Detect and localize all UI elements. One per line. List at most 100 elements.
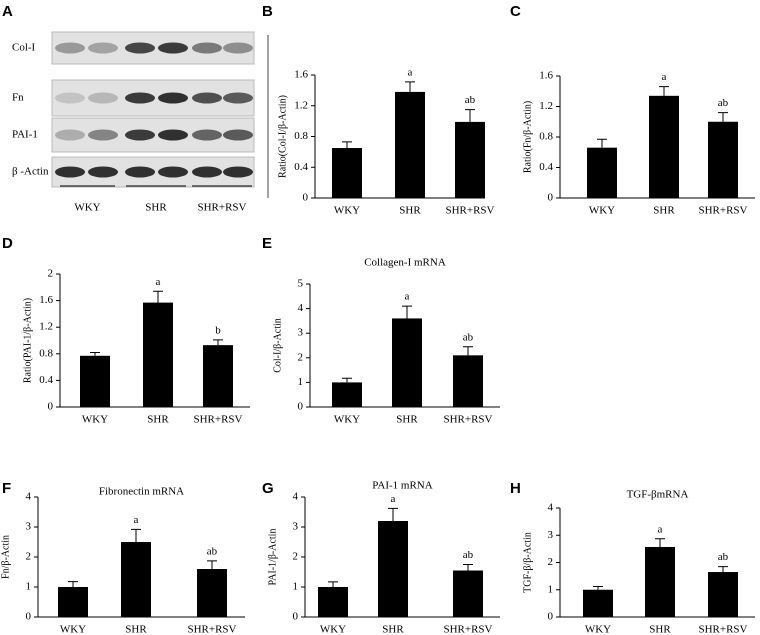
blot-band [158,42,188,54]
y-tick-label: 2 [26,551,32,563]
y-tick-label: 5 [298,278,304,290]
y-tick-label: 4 [26,491,32,503]
error-bar [718,566,728,573]
blot-band [88,42,118,54]
bar [708,121,738,198]
blot-band [192,166,222,178]
blot-band [192,42,222,54]
significance-label: a [405,291,410,303]
blot-band [88,166,118,178]
y-tick-label: 1.2 [294,99,308,111]
blot-band [125,166,155,178]
y-tick-label: 1.6 [39,294,53,306]
x-tick-label: WKY [82,414,108,426]
x-tick-label: SHR+RSV [443,624,492,635]
blot-band [223,92,253,104]
y-tick-label: 0.4 [39,374,53,386]
blot-band [158,166,188,178]
blot-band [55,129,85,141]
chart-title: Collagen-I mRNA [364,257,446,269]
bar [583,589,613,617]
x-tick-label: WKY [589,205,615,217]
bar [378,521,408,617]
significance-label: a [391,493,396,505]
panel-label: E [262,235,272,252]
blot-band [223,42,253,54]
x-tick-label: WKY [320,624,346,635]
blot-band [125,92,155,104]
chart-title: TGF-βmRNA [627,489,689,501]
y-tick-label: 1.2 [39,321,53,333]
x-tick-label: SHR [399,205,421,217]
bar [392,318,422,407]
y-tick-label: 1 [298,376,304,388]
y-axis-label: TGF-β/β-Actin [522,532,533,593]
panel-label: G [262,480,274,497]
x-tick-label: SHR [396,414,418,426]
y-tick-label: 4 [548,502,554,514]
panel-label: A [2,3,13,20]
significance-label: ab [718,551,729,563]
y-tick-label: 2 [48,268,54,280]
y-tick-label: 1.6 [294,69,308,81]
y-tick-label: 0 [548,611,554,623]
y-tick-label: 0 [26,611,32,623]
blot-band [223,166,253,178]
bar [453,355,483,407]
y-tick-label: 3 [26,521,32,533]
blot-band [125,42,155,54]
significance-label: b [215,324,221,336]
significance-label: ab [465,94,476,106]
y-axis-label: Fn/β-Actin [0,535,11,579]
y-axis-label: Col-I/β-Actin [272,318,283,373]
blot-band [88,129,118,141]
significance-label: ab [718,97,729,109]
chart-title: PAI-1 mRNA [372,480,432,492]
error-bar [718,112,728,122]
group-label: SHR [145,202,167,214]
x-tick-label: WKY [334,414,360,426]
bar [318,587,348,617]
error-bar [463,564,473,571]
x-tick-label: SHR+RSV [445,205,494,217]
y-tick-label: 1.6 [539,70,553,82]
significance-label: a [658,523,663,535]
significance-label: a [662,71,667,83]
y-tick-label: 1.2 [539,100,553,112]
y-tick-label: 0 [293,611,299,623]
error-bar [655,538,665,547]
error-bar [659,86,669,96]
blot-row-label: Fn [12,92,24,104]
error-bar [131,528,141,542]
x-tick-label: SHR [147,414,169,426]
error-bar [328,581,338,587]
bar [332,382,362,407]
bar [587,147,617,198]
error-bar [465,109,475,122]
blot-row-label: PAI-1 [12,129,38,141]
y-tick-label: 0.8 [294,130,308,142]
error-bar [402,305,412,319]
significance-label: ab [463,549,474,561]
panel-label: F [2,480,11,497]
error-bar [593,585,603,590]
error-bar [90,351,100,356]
panel-label: B [262,3,273,20]
group-label: WKY [74,202,100,214]
chart-title: Fibronectin mRNA [99,486,184,498]
blot-row-label: Col-I [12,42,36,54]
y-tick-label: 3 [293,521,299,533]
bar [649,95,679,198]
blot-band [192,92,222,104]
blot-band [88,92,118,104]
blot-band [158,92,188,104]
error-bar [597,138,607,148]
y-tick-label: 1 [26,581,32,593]
panel-label: C [510,3,521,20]
x-tick-label: WKY [60,624,86,635]
blot-row-label: β -Actin [12,166,49,178]
y-tick-label: 4 [298,302,304,314]
blot-band [223,129,253,141]
x-tick-label: SHR+RSV [443,414,492,426]
